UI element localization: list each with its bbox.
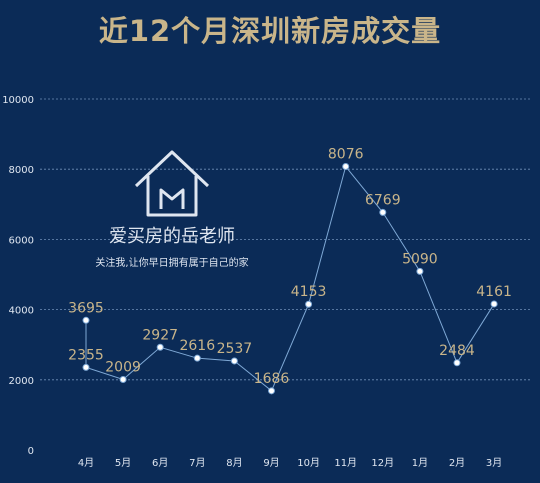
y-tick-label: 6000 — [9, 235, 34, 246]
data-label: 2355 — [68, 347, 104, 363]
y-tick-label: 2000 — [9, 376, 34, 387]
data-point — [82, 363, 90, 371]
watermark-name: 爱买房的岳老师 — [109, 226, 235, 247]
data-label: 2009 — [105, 359, 141, 375]
watermark: 爱买房的岳老师 关注我,让你早日拥有属于自己的家 — [95, 150, 249, 269]
data-label: 5090 — [402, 251, 438, 267]
data-point — [490, 300, 498, 308]
x-tick-label: 6月 — [152, 457, 168, 469]
y-tick-label: 4000 — [9, 306, 34, 317]
y-tick-label: 10000 — [2, 95, 34, 106]
y-axis-ticks: 0 2000 4000 6000 8000 10000 — [2, 95, 34, 457]
data-label: 4161 — [476, 284, 512, 300]
x-tick-label: 8月 — [226, 457, 242, 469]
x-tick-label: 11月 — [334, 457, 357, 469]
x-tick-label: 5月 — [115, 457, 131, 469]
data-point — [416, 267, 424, 275]
data-point — [82, 316, 90, 324]
x-tick-label: 10月 — [297, 457, 320, 469]
data-point — [119, 375, 127, 383]
data-label: 1686 — [254, 371, 290, 387]
data-point — [156, 343, 164, 351]
x-tick-label: 7月 — [189, 457, 205, 469]
data-points — [82, 163, 498, 395]
house-icon — [134, 150, 210, 217]
data-point — [305, 300, 313, 308]
data-point — [379, 208, 387, 216]
data-point — [230, 357, 238, 365]
x-tick-label: 12月 — [371, 457, 394, 469]
chart-title: 近12个月深圳新房成交量 — [98, 14, 442, 48]
data-label: 6769 — [365, 192, 401, 208]
data-label: 3695 — [68, 300, 104, 316]
x-tick-label: 1月 — [412, 457, 428, 469]
x-tick-label: 2月 — [449, 457, 465, 469]
data-label: 2537 — [217, 341, 253, 357]
data-point — [342, 163, 350, 171]
y-tick-label: 0 — [28, 446, 34, 457]
y-tick-label: 8000 — [9, 165, 34, 176]
x-tick-label: 9月 — [263, 457, 279, 469]
data-label: 2927 — [142, 327, 178, 343]
data-label: 2616 — [179, 338, 215, 354]
x-axis-ticks: 4月 5月 6月 7月 8月 9月 10月 11月 12月 1月 2月 3月 — [78, 457, 502, 469]
x-tick-label: 3月 — [486, 457, 502, 469]
data-label: 2484 — [439, 343, 475, 359]
data-label: 4153 — [291, 284, 327, 300]
data-point — [268, 387, 275, 395]
watermark-slogan: 关注我,让你早日拥有属于自己的家 — [95, 256, 248, 269]
data-label: 8076 — [328, 147, 364, 163]
x-tick-label: 4月 — [78, 457, 94, 469]
data-point — [453, 359, 461, 367]
data-point — [193, 354, 201, 362]
